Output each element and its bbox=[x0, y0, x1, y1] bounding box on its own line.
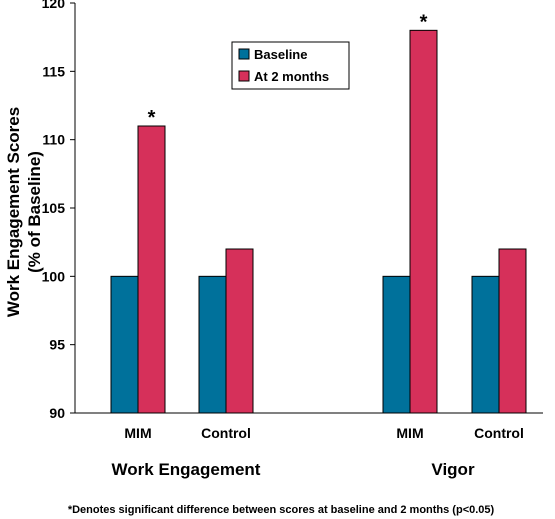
category-label: Control bbox=[201, 425, 251, 441]
significance-star: * bbox=[148, 107, 156, 129]
category-labels: MIM Control MIM Control bbox=[124, 425, 523, 441]
legend: Baseline At 2 months bbox=[231, 41, 350, 90]
y-tick-label: 120 bbox=[42, 0, 66, 11]
legend-swatch bbox=[238, 70, 250, 82]
bar-at-2-months bbox=[137, 125, 166, 414]
y-tick-label: 105 bbox=[42, 200, 66, 216]
bar-baseline bbox=[198, 275, 227, 414]
category-label: MIM bbox=[396, 425, 423, 441]
bar-baseline bbox=[471, 275, 500, 414]
group-label: Vigor bbox=[431, 460, 475, 479]
significance-star: * bbox=[420, 11, 428, 33]
significance-markers: ** bbox=[148, 11, 428, 129]
group-label: Work Engagement bbox=[112, 460, 261, 479]
bar-at-2-months bbox=[225, 248, 254, 414]
y-axis-ticks: 90 95 100 105 110 115 120 bbox=[42, 0, 75, 421]
y-tick-label: 115 bbox=[42, 63, 65, 79]
y-axis-label-line-2: (% of Baseline) bbox=[25, 151, 44, 273]
legend-swatch bbox=[238, 48, 250, 60]
group-labels: Work Engagement Vigor bbox=[112, 460, 475, 479]
bar-at-2-months bbox=[409, 29, 438, 414]
bars bbox=[110, 29, 527, 414]
legend-box bbox=[231, 41, 350, 90]
bar-baseline bbox=[382, 275, 411, 414]
bar-at-2-months bbox=[498, 248, 527, 414]
category-label: Control bbox=[474, 425, 524, 441]
y-tick-label: 95 bbox=[49, 337, 65, 353]
footnote: *Denotes significant difference between … bbox=[68, 504, 495, 516]
legend-label: At 2 months bbox=[254, 69, 329, 84]
y-tick-label: 90 bbox=[49, 405, 65, 421]
bar-baseline bbox=[110, 275, 139, 414]
category-label: MIM bbox=[124, 425, 151, 441]
legend-label: Baseline bbox=[254, 47, 307, 62]
y-axis-label: Work Engagement Scores (% of Baseline) bbox=[4, 107, 44, 317]
y-tick-label: 100 bbox=[42, 268, 66, 284]
y-tick-label: 110 bbox=[42, 132, 65, 148]
y-axis-label-line-1: Work Engagement Scores bbox=[4, 107, 23, 317]
